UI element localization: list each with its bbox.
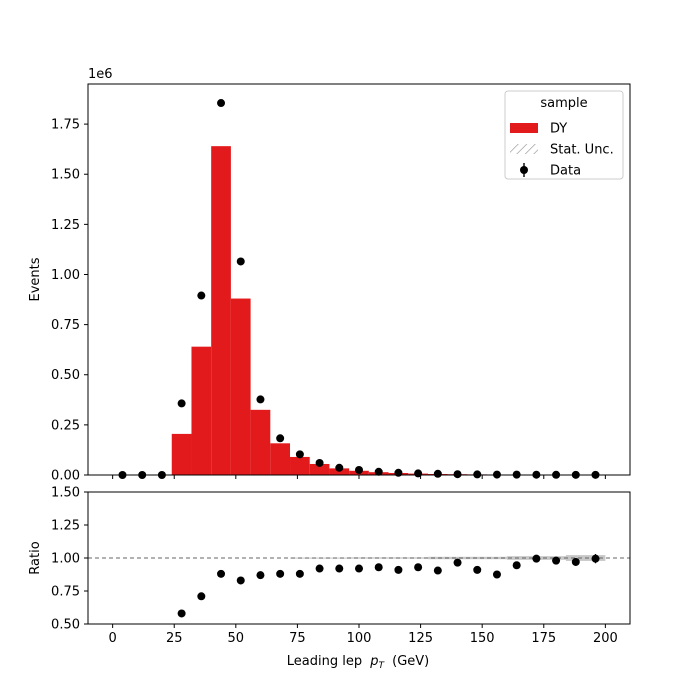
y-axis-label-ratio: Ratio	[28, 541, 43, 574]
data-point	[197, 291, 206, 300]
data-point	[295, 450, 304, 459]
dy-histogram-bar	[191, 346, 212, 475]
data-point	[315, 458, 324, 467]
ratio-point	[236, 576, 245, 585]
x-tick-label: 0	[108, 631, 116, 646]
y-tick-label: 1.25	[51, 218, 80, 233]
data-point	[217, 99, 226, 108]
legend-label: Stat. Unc.	[550, 143, 614, 158]
data-point	[276, 434, 285, 443]
data-point	[394, 468, 403, 477]
y-tick-label: 0.25	[51, 418, 80, 433]
ratio-point	[355, 564, 363, 573]
ratio-point	[177, 609, 186, 618]
ratio-y-tick-label: 1.50	[51, 486, 80, 501]
ratio-panel: 0.50 0.75 1.00 1.25 1.50 0 25 50 75 100 125 150 175 2…	[28, 486, 631, 646]
ratio-point	[197, 592, 206, 601]
ratio-point	[394, 565, 403, 574]
y-tick-label: 1.50	[51, 168, 80, 183]
y-tick-label: 0.50	[51, 368, 80, 383]
ratio-y-tick-label: 1.00	[51, 552, 80, 567]
ratio-point	[335, 564, 344, 573]
data-point	[453, 470, 462, 479]
offset-text: 1e6	[88, 67, 113, 82]
data-point	[335, 463, 344, 472]
legend: sample DY Stat. Unc. Data	[504, 90, 624, 180]
data-point	[374, 467, 383, 476]
ratio-point	[315, 564, 324, 573]
x-tick-label: 100	[347, 631, 372, 646]
ratio-point	[571, 557, 580, 566]
ratio-point	[473, 565, 482, 574]
dy-histogram-bar	[290, 456, 310, 475]
main-panel: 0.00 0.25 0.50 0.75 1.00 1.25 1.50 1.75 1e6 Event…	[28, 67, 631, 484]
legend-label: Data	[550, 164, 581, 179]
ratio-point	[374, 563, 383, 572]
x-tick-label: 175	[531, 631, 556, 646]
y-tick-label: 1.00	[51, 268, 80, 283]
data-point	[256, 395, 265, 404]
legend-dy-swatch	[510, 123, 538, 133]
x-tick-label: 25	[166, 631, 183, 646]
ratio-y-tick-label: 0.50	[51, 618, 80, 633]
ratio-point	[591, 554, 600, 563]
y-axis-label-events: Events	[28, 257, 43, 301]
data-point	[177, 399, 186, 408]
legend-box	[504, 90, 624, 180]
dy-histogram-bar	[270, 443, 291, 475]
ratio-point	[276, 569, 285, 578]
x-tick-label: 200	[593, 631, 618, 646]
ratio-point	[453, 558, 462, 567]
data-point	[236, 257, 245, 266]
x-tick-label: 125	[408, 631, 433, 646]
legend-data-marker	[520, 166, 528, 174]
y-tick-label: 0.75	[51, 318, 80, 333]
ratio-y-tick-label: 0.75	[51, 585, 80, 600]
stat-unc-band	[349, 557, 428, 559]
legend-title: sample	[540, 96, 587, 111]
ratio-point	[256, 571, 265, 580]
ratio-point	[414, 563, 423, 572]
dy-histogram-bar	[309, 463, 330, 475]
y-tick-label: 0.00	[51, 469, 80, 484]
x-tick-label: 75	[289, 631, 306, 646]
dy-histogram-bar	[250, 409, 271, 475]
data-point	[433, 469, 442, 478]
y-tick-label: 1.75	[51, 118, 80, 133]
dy-histogram-bar	[211, 146, 231, 475]
ratio-point	[512, 561, 521, 570]
ratio-point	[492, 570, 501, 579]
legend-stat-unc-swatch	[510, 144, 538, 154]
ratio-point	[433, 566, 442, 575]
dy-histogram-bar	[230, 298, 251, 475]
ratio-point	[532, 554, 541, 563]
ratio-y-tick-label: 1.25	[51, 519, 80, 534]
x-tick-label: 150	[470, 631, 495, 646]
ratio-point	[295, 569, 304, 578]
ratio-point	[552, 556, 561, 565]
data-point	[355, 465, 363, 474]
data-point	[473, 470, 482, 479]
legend-label: DY	[550, 122, 567, 137]
x-tick-label: 50	[228, 631, 245, 646]
dy-histogram-bar	[171, 433, 192, 475]
ratio-point	[217, 569, 226, 578]
x-axis-label: Leading lep pT (GeV)	[287, 654, 429, 672]
